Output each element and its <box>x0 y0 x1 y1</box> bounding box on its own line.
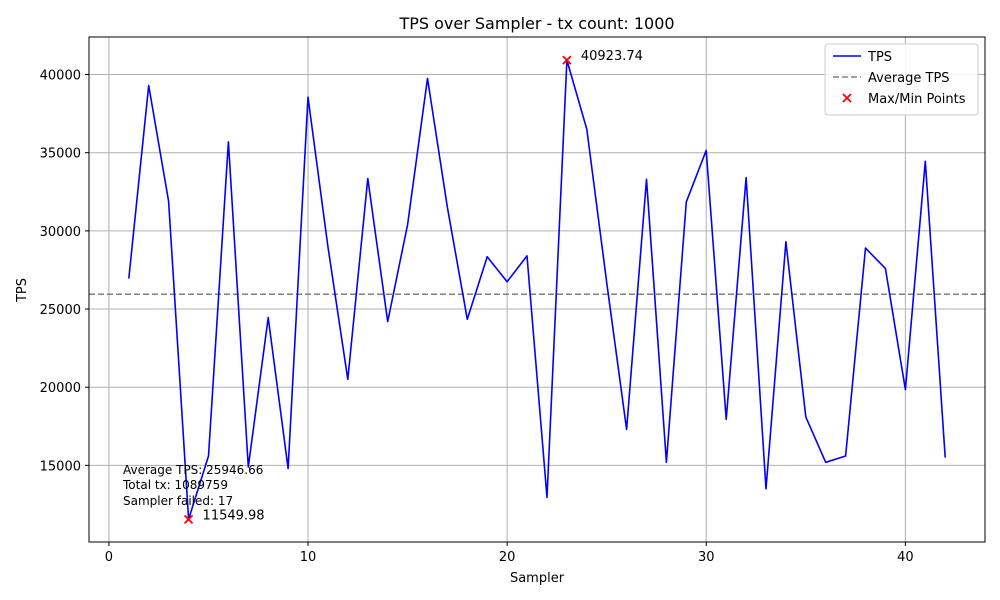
annotation-total-tx: Total tx: 1089759 <box>122 478 228 492</box>
y-tick-label: 25000 <box>40 303 81 318</box>
x-axis-label: Sampler <box>510 571 565 586</box>
legend-tps-label: TPS <box>867 50 892 65</box>
x-tick-label: 10 <box>300 550 317 565</box>
legend: TPS Average TPS Max/Min Points <box>824 43 979 116</box>
legend-box <box>824 43 979 116</box>
annotation-sampler-failed: Sampler failed: 17 <box>123 494 233 508</box>
tps-series-line <box>128 59 946 521</box>
y-tick-label: 15000 <box>40 459 81 474</box>
x-tick-label: 30 <box>698 550 715 565</box>
stats-annotation: Average TPS: 25946.66 Total tx: 1089759 … <box>122 463 263 508</box>
tick-layer: 0 10 20 30 40 15000 20000 25000 30000 35000 40000 <box>40 69 914 565</box>
series-layer <box>128 59 946 521</box>
annotation-average: Average TPS: 25946.66 <box>123 463 263 477</box>
extreme-point-marker <box>183 514 194 524</box>
y-tick-label: 20000 <box>40 381 81 396</box>
x-tick-label: 20 <box>499 550 516 565</box>
extreme-point-marker <box>562 55 572 65</box>
y-axis-label: TPS <box>15 278 30 303</box>
extreme-point-label: 11549.98 <box>203 508 265 523</box>
plot-frame <box>88 36 986 543</box>
y-tick-label: 40000 <box>40 69 81 84</box>
x-tick-label: 40 <box>897 550 914 565</box>
y-tick-label: 35000 <box>40 147 81 162</box>
extreme-point-label: 40923.74 <box>581 49 643 64</box>
extreme-points-layer: 40923.74 11549.98 <box>183 49 643 524</box>
chart-title: TPS over Sampler - tx count: 1000 <box>398 14 674 33</box>
legend-extremes-label: Max/Min Points <box>868 92 966 107</box>
legend-marker-icon <box>842 93 852 103</box>
y-tick-label: 30000 <box>40 225 81 240</box>
legend-average-label: Average TPS <box>868 71 950 86</box>
x-tick-label: 0 <box>105 550 113 565</box>
